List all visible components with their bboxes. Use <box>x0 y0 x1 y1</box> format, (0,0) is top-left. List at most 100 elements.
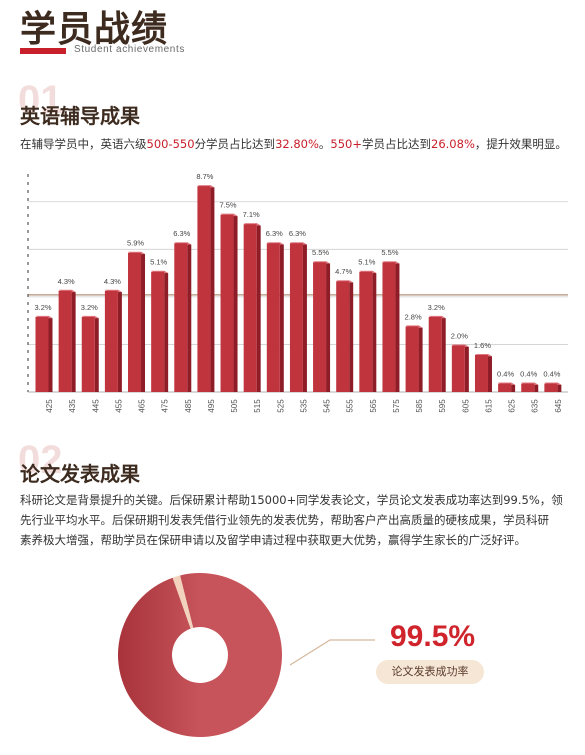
data-label-425: 3.2% <box>34 303 51 312</box>
title-accent-bar <box>20 48 66 54</box>
data-label-535: 6.3% <box>289 229 306 238</box>
bar-side-595 <box>441 315 446 392</box>
tick-label-585: 585 <box>415 399 424 413</box>
section1-number: 01 <box>18 78 63 122</box>
data-label-595: 3.2% <box>428 303 445 312</box>
bar-side-485 <box>187 242 192 392</box>
section2-number: 02 <box>18 438 63 482</box>
bar-side-475 <box>164 270 169 392</box>
desc-highlight-percent-1: 32.80% <box>275 137 319 151</box>
data-label-625: 0.4% <box>497 369 514 378</box>
data-label-445: 3.2% <box>81 303 98 312</box>
data-label-515: 7.1% <box>243 210 260 219</box>
tick-label-435: 435 <box>68 399 77 413</box>
tick-label-445: 445 <box>91 399 100 413</box>
success-rate-label: 论文发表成功率 <box>376 660 484 684</box>
data-label-485: 6.3% <box>173 229 190 238</box>
bar-side-465 <box>141 251 146 392</box>
section2-description: 科研论文是背景提升的关键。后保研累计帮助15000+同学发表论文，学员论文发表成… <box>20 490 563 550</box>
page-title: 学员战绩 <box>20 9 169 50</box>
bar-side-505 <box>233 213 238 392</box>
data-label-615: 1.6% <box>474 341 491 350</box>
bar-485 <box>174 243 188 392</box>
data-label-575: 5.5% <box>381 248 398 257</box>
bar-445 <box>81 316 95 392</box>
donut-success-slice <box>117 573 282 738</box>
tick-label-565: 565 <box>369 399 378 413</box>
tick-label-505: 505 <box>230 399 239 413</box>
tick-label-635: 635 <box>531 399 540 413</box>
tick-label-645: 645 <box>554 399 563 413</box>
tick-label-625: 625 <box>508 399 517 413</box>
bar-535 <box>289 243 303 392</box>
data-label-545: 5.5% <box>312 248 329 257</box>
section1-title: 英语辅导成果 <box>20 104 140 128</box>
bar-545 <box>313 262 327 392</box>
section1-description: 在辅导学员中，英语六级500-550分学员占比达到32.80%。550+学员占比… <box>20 134 567 154</box>
bar-625 <box>498 383 512 392</box>
desc-highlight-550plus: 550+ <box>330 137 363 151</box>
tick-label-545: 545 <box>323 399 332 413</box>
desc-highlight-score-range: 500-550 <box>146 137 195 151</box>
tick-label-475: 475 <box>161 399 170 413</box>
tick-label-495: 495 <box>207 399 216 413</box>
desc-text-4: 学员占比达到 <box>362 137 432 151</box>
bar-side-425 <box>48 315 53 392</box>
bar-435 <box>58 290 72 392</box>
donut-remainder-slice <box>172 575 194 629</box>
bar-side-545 <box>326 261 331 392</box>
bar-side-585 <box>418 325 423 392</box>
bar-505 <box>220 214 234 392</box>
desc-text-5: ，提升效果明显。 <box>474 137 567 151</box>
bar-575 <box>382 262 396 392</box>
bar-525 <box>266 243 280 392</box>
desc-text-1: 在辅导学员中，英语六级 <box>20 137 147 151</box>
bar-615 <box>474 354 488 392</box>
bar-555 <box>336 281 350 392</box>
desc-text-2: 分学员占比达到 <box>194 137 276 151</box>
data-label-495: 8.7% <box>196 172 213 181</box>
bar-475 <box>151 271 165 392</box>
data-label-525: 6.3% <box>266 229 283 238</box>
bar-515 <box>243 224 257 392</box>
data-label-435: 4.3% <box>58 277 75 286</box>
data-label-455: 4.3% <box>104 277 121 286</box>
bar-side-605 <box>464 344 469 392</box>
bar-565 <box>359 271 373 392</box>
section2-line-3: 素养极大增强，帮助学员在保研申请以及留学申请过程中获取更大优势，赢得学生家长的广… <box>20 533 526 547</box>
tick-label-485: 485 <box>184 399 193 413</box>
data-label-505: 7.5% <box>219 201 236 210</box>
data-label-475: 5.1% <box>150 258 167 267</box>
bar-side-565 <box>372 270 377 392</box>
tick-label-465: 465 <box>138 399 147 413</box>
tick-label-535: 535 <box>299 399 308 413</box>
bar-495 <box>197 186 211 392</box>
tick-label-575: 575 <box>392 399 401 413</box>
bar-605 <box>451 345 465 392</box>
section2-line-1: 科研论文是背景提升的关键。后保研累计帮助15000+同学发表论文，学员论文发表成… <box>20 493 563 507</box>
desc-highlight-percent-2: 26.08% <box>431 137 475 151</box>
bar-425 <box>35 316 49 392</box>
data-label-585: 2.8% <box>405 312 422 321</box>
bar-635 <box>521 383 535 392</box>
data-label-465: 5.9% <box>127 239 144 248</box>
bar-585 <box>405 326 419 392</box>
bar-side-525 <box>279 242 284 392</box>
bar-side-515 <box>256 223 261 392</box>
data-label-645: 0.4% <box>543 369 560 378</box>
bar-side-615 <box>487 353 492 392</box>
tick-label-425: 425 <box>45 399 54 413</box>
bar-side-535 <box>302 242 307 392</box>
bar-side-575 <box>395 261 400 392</box>
tick-label-525: 525 <box>276 399 285 413</box>
bar-645 <box>544 383 558 392</box>
bar-455 <box>104 290 118 392</box>
tick-label-555: 555 <box>346 399 355 413</box>
bar-side-455 <box>117 289 122 392</box>
callout-line <box>289 639 375 666</box>
section2-title: 论文发表成果 <box>20 462 140 486</box>
tick-label-615: 615 <box>484 399 493 413</box>
data-label-555: 4.7% <box>335 267 352 276</box>
tick-label-515: 515 <box>253 399 262 413</box>
